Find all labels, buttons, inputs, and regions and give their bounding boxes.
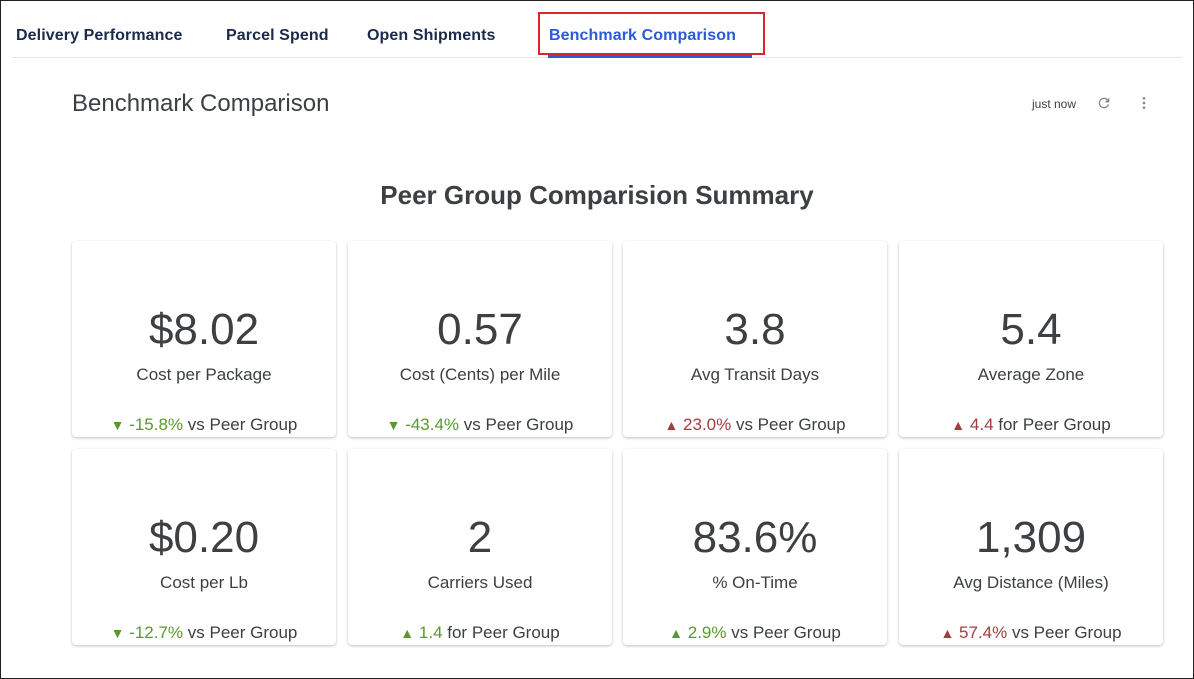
tab-benchmark-comparison[interactable]: Benchmark Comparison: [549, 27, 736, 44]
kpi-comparison-suffix: vs Peer Group: [1007, 623, 1122, 642]
page-title: Benchmark Comparison: [72, 90, 330, 117]
tab-parcel-spend[interactable]: Parcel Spend: [226, 27, 329, 44]
kpi-comparison-suffix: vs Peer Group: [731, 415, 846, 434]
kpi-delta: -15.8%: [129, 415, 184, 434]
kpi-value: 5.4: [1000, 305, 1062, 354]
kpi-delta: 2.9%: [687, 623, 727, 642]
down-arrow-icon: ▼: [110, 625, 125, 641]
kpi-card-carriers-used: 2 Carriers Used ▲ 1.4 for Peer Group: [348, 449, 612, 645]
kpi-value: 3.8: [724, 305, 786, 354]
kpi-delta: 57.4%: [959, 623, 1008, 642]
kpi-comparison: ▲ 23.0% vs Peer Group: [623, 415, 887, 435]
tab-delivery-performance[interactable]: Delivery Performance: [16, 27, 183, 44]
section-title: Peer Group Comparision Summary: [380, 180, 814, 210]
kpi-comparison: ▼ -15.8% vs Peer Group: [72, 415, 336, 435]
kpi-label: Carriers Used: [427, 573, 533, 592]
kpi-card-cost-per-mile: 0.57 Cost (Cents) per Mile ▼ -43.4% vs P…: [348, 241, 612, 437]
kpi-comparison-suffix: vs Peer Group: [726, 623, 841, 642]
kpi-comparison: ▲ 4.4 for Peer Group: [899, 415, 1163, 435]
kpi-delta: -12.7%: [129, 623, 184, 642]
tab-highlight-box: [538, 12, 765, 55]
kpi-delta: 1.4: [418, 623, 443, 642]
up-arrow-icon: ▲: [664, 417, 679, 433]
kpi-comparison: ▲ 1.4 for Peer Group: [348, 623, 612, 643]
kpi-label: Cost (Cents) per Mile: [399, 365, 561, 384]
up-arrow-icon: ▲: [940, 625, 955, 641]
kpi-label: Avg Distance (Miles): [953, 573, 1109, 592]
kpi-card-cost-per-lb: $0.20 Cost per Lb ▼ -12.7% vs Peer Group: [72, 449, 336, 645]
kpi-card-cost-per-package: $8.02 Cost per Package ▼ -15.8% vs Peer …: [72, 241, 336, 437]
kpi-label: Cost per Package: [136, 365, 272, 384]
kpi-label: Avg Transit Days: [690, 365, 820, 384]
refresh-icon[interactable]: [1096, 95, 1112, 111]
kpi-card-avg-distance: 1,309 Avg Distance (Miles) ▲ 57.4% vs Pe…: [899, 449, 1163, 645]
kpi-comparison-suffix: for Peer Group: [442, 623, 560, 642]
kpi-label: Average Zone: [977, 365, 1085, 384]
kpi-value: 2: [467, 513, 493, 562]
up-arrow-icon: ▲: [400, 625, 415, 641]
kpi-value: 83.6%: [692, 513, 818, 562]
kpi-value: 1,309: [975, 513, 1087, 562]
kpi-card-average-zone: 5.4 Average Zone ▲ 4.4 for Peer Group: [899, 241, 1163, 437]
kpi-value: $8.02: [148, 305, 260, 354]
last-updated-text: just now: [1032, 97, 1077, 111]
down-arrow-icon: ▼: [386, 417, 401, 433]
kpi-comparison-suffix: vs Peer Group: [183, 415, 298, 434]
active-tab-indicator: [548, 55, 752, 58]
kpi-card-on-time: 83.6% % On-Time ▲ 2.9% vs Peer Group: [623, 449, 887, 645]
kpi-delta: -43.4%: [405, 415, 460, 434]
kpi-comparison-suffix: for Peer Group: [993, 415, 1111, 434]
down-arrow-icon: ▼: [110, 417, 125, 433]
up-arrow-icon: ▲: [669, 625, 684, 641]
kpi-delta: 4.4: [969, 415, 994, 434]
kpi-value: $0.20: [148, 513, 260, 562]
kpi-comparison: ▲ 57.4% vs Peer Group: [899, 623, 1163, 643]
kpi-comparison: ▼ -43.4% vs Peer Group: [348, 415, 612, 435]
tab-open-shipments[interactable]: Open Shipments: [367, 27, 496, 44]
kpi-delta: 23.0%: [683, 415, 732, 434]
kpi-label: Cost per Lb: [160, 573, 248, 592]
kpi-label: % On-Time: [712, 573, 798, 592]
kpi-comparison: ▲ 2.9% vs Peer Group: [623, 623, 887, 643]
kpi-comparison: ▼ -12.7% vs Peer Group: [72, 623, 336, 643]
kpi-value: 0.57: [437, 305, 523, 354]
more-vertical-icon[interactable]: [1136, 95, 1152, 111]
kpi-comparison-suffix: vs Peer Group: [459, 415, 574, 434]
kpi-comparison-suffix: vs Peer Group: [183, 623, 298, 642]
kpi-card-avg-transit-days: 3.8 Avg Transit Days ▲ 23.0% vs Peer Gro…: [623, 241, 887, 437]
up-arrow-icon: ▲: [951, 417, 966, 433]
